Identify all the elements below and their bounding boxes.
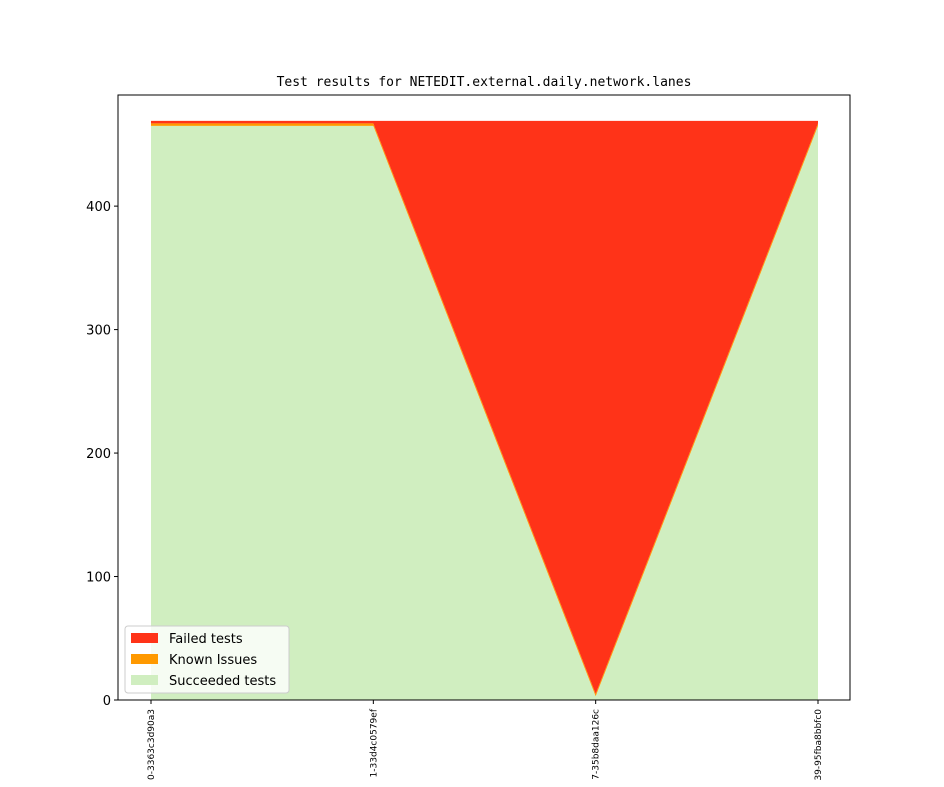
legend-swatch-known-issues bbox=[131, 654, 158, 664]
x-tick-label: 7-35b8daa126c bbox=[592, 709, 602, 780]
y-axis: 0 100 200 300 400 bbox=[86, 200, 118, 709]
x-tick-label: 39-95fba8bbfc0 bbox=[814, 709, 824, 781]
legend-swatch-succeeded-tests bbox=[131, 675, 158, 685]
legend-label-known-issues: Known Issues bbox=[169, 653, 257, 668]
y-tick-label: 300 bbox=[86, 324, 111, 339]
x-tick-label: 1-33d4c0579ef bbox=[369, 708, 379, 777]
chart-title: Test results for NETEDIT.external.daily.… bbox=[277, 75, 692, 90]
x-axis: 0-3363c3d90a3 1-33d4c0579ef 7-35b8daa126c 3… bbox=[147, 700, 824, 781]
legend-box bbox=[124, 625, 290, 694]
area-layers bbox=[151, 120, 818, 700]
y-tick-label: 400 bbox=[86, 200, 111, 215]
area-succeeded-tests bbox=[151, 125, 818, 700]
area-failed-tests bbox=[151, 120, 818, 694]
legend-swatch-failed-tests bbox=[131, 633, 158, 643]
y-tick-label: 100 bbox=[86, 571, 111, 586]
y-tick-label: 0 bbox=[103, 694, 111, 709]
y-tick-label: 200 bbox=[86, 447, 111, 462]
x-tick-label: 0-3363c3d90a3 bbox=[147, 709, 157, 780]
legend-label-succeeded-tests: Succeeded tests bbox=[169, 674, 276, 689]
legend: Failed tests Known Issues Succeeded tests bbox=[124, 625, 290, 694]
legend-label-failed-tests: Failed tests bbox=[169, 632, 243, 647]
area-known-issues bbox=[151, 123, 818, 697]
plot-frame bbox=[117, 94, 851, 701]
